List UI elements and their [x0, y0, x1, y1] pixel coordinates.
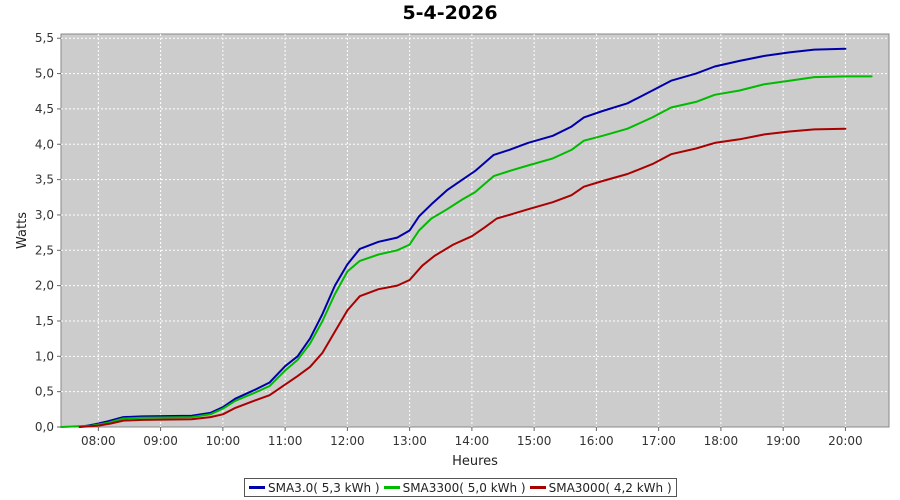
legend-item: SMA3000( 4,2 kWh ): [529, 480, 672, 495]
y-tick-label: 0,5: [35, 385, 54, 399]
x-tick-label: 17:00: [641, 434, 676, 448]
series-line-1: [60, 75, 873, 428]
x-tick-label: 14:00: [455, 434, 490, 448]
y-tick-label: 1,0: [35, 349, 54, 363]
legend-label: SMA3300( 5,0 kWh ): [402, 480, 526, 495]
series-layer: [60, 47, 873, 428]
x-axis-label: Heures: [452, 454, 498, 469]
x-tick-label: 20:00: [828, 434, 863, 448]
x-tick-label: 12:00: [330, 434, 365, 448]
legend-swatch: [529, 486, 546, 489]
y-tick-label: 5,0: [35, 67, 54, 81]
series-line-0: [78, 47, 847, 428]
x-tick-label: 15:00: [517, 434, 552, 448]
legend: SMA3.0( 5,3 kWh ) SMA3300( 5,0 kWh ) SMA30…: [244, 478, 677, 497]
legend-label: SMA3000( 4,2 kWh ): [548, 480, 672, 495]
y-tick-label: 1,5: [35, 314, 54, 328]
x-tick-label: 18:00: [704, 434, 739, 448]
y-tick-label: 4,0: [35, 137, 54, 151]
series-line-2: [78, 127, 847, 428]
chart-title: 5-4-2026: [402, 2, 498, 24]
legend-swatch: [249, 486, 265, 489]
plot-area: [60, 33, 890, 428]
axes: 0,0 0,5 1,0 1,5 2,0 2,5 3,0 3,5 4,0 4,5 5,0 5,5 08:0…: [35, 31, 863, 448]
y-tick-label: 2,5: [35, 243, 54, 257]
y-tick-label: 2,0: [35, 279, 54, 293]
legend-label: SMA3.0( 5,3 kWh ): [268, 480, 380, 495]
legend-swatch: [383, 486, 400, 489]
grid: [61, 34, 889, 427]
y-tick-label: 0,0: [35, 420, 54, 434]
x-tick-label: 11:00: [268, 434, 303, 448]
x-tick-label: 13:00: [392, 434, 427, 448]
y-tick-label: 3,0: [35, 208, 54, 222]
x-tick-label: 09:00: [143, 434, 178, 448]
x-tick-label: 08:00: [81, 434, 116, 448]
y-axis-label: Watts: [15, 212, 30, 249]
x-tick-label: 10:00: [206, 434, 241, 448]
x-tick-label: 19:00: [766, 434, 801, 448]
legend-item: SMA3300( 5,0 kWh ): [383, 480, 526, 495]
y-tick-label: 5,5: [35, 31, 54, 45]
y-tick-label: 4,5: [35, 102, 54, 116]
legend-item: SMA3.0( 5,3 kWh ): [249, 481, 380, 495]
x-tick-label: 16:00: [579, 434, 614, 448]
y-tick-label: 3,5: [35, 173, 54, 187]
